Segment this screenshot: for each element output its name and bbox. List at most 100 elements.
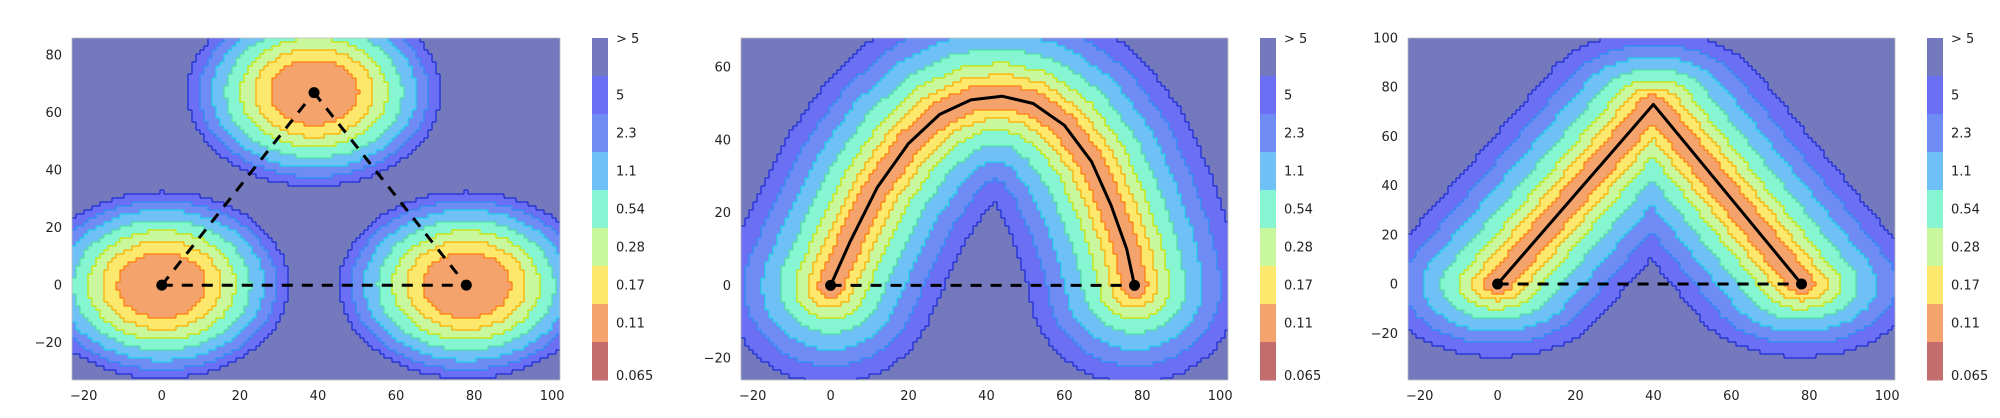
contour-cell (1077, 182, 1090, 187)
contour-cell (352, 282, 365, 287)
contour-cell (1089, 82, 1118, 87)
contour-cell (1221, 206, 1228, 211)
contour-cell (1085, 234, 1098, 239)
contour-cell (841, 94, 862, 99)
contour-cell (288, 294, 341, 299)
contour-cell (260, 258, 273, 263)
contour-cell (256, 330, 273, 335)
contour-cell (1209, 170, 1228, 175)
contour-cell (1193, 234, 1214, 239)
contour-cell (208, 62, 221, 67)
contour-cell (72, 198, 113, 203)
contour-cell (1177, 182, 1194, 187)
contour-cell (192, 62, 209, 67)
contour-cell (905, 186, 922, 191)
contour-cell (120, 226, 205, 231)
contour-cell (392, 138, 409, 143)
contour-cell (92, 270, 105, 275)
contour-cell (216, 70, 233, 75)
contour-cell (516, 230, 541, 235)
contour-cell (480, 314, 509, 319)
contour-cell (376, 138, 393, 143)
contour-cell (1141, 150, 1162, 155)
contour-cell (124, 318, 197, 323)
contour-cell (548, 342, 560, 347)
contour-cell (556, 318, 560, 323)
contour-cell (352, 286, 365, 291)
contour-cell (428, 342, 505, 347)
contour-cell (885, 118, 902, 123)
contour-cell (116, 326, 149, 331)
contour-cell (1193, 230, 1210, 235)
contour-cell (929, 46, 1066, 51)
contour-cell (356, 82, 373, 87)
contour-cell (180, 254, 209, 259)
contour-cell (821, 182, 842, 187)
contour-cell (829, 78, 854, 83)
contour-cell (228, 78, 245, 83)
contour-cell (352, 150, 377, 155)
contour-cell (72, 246, 89, 251)
contour-cell (1209, 230, 1228, 235)
contour-cell (440, 78, 560, 83)
contour-cell (120, 362, 205, 367)
contour-cell (1129, 162, 1150, 167)
contour-cell (1061, 158, 1074, 163)
contour-cell (969, 234, 1014, 239)
contour-cell (368, 298, 381, 303)
contour-cell (440, 334, 493, 339)
contour-cell (412, 134, 429, 139)
contour-cell (981, 214, 1002, 219)
contour-cell (268, 146, 361, 151)
contour-cell (741, 186, 762, 191)
contour-cell (212, 102, 229, 107)
contour-cell (380, 274, 393, 279)
contour-cell (428, 330, 505, 335)
contour-cell (769, 170, 790, 175)
contour-cell (556, 290, 560, 295)
contour-cell (949, 122, 974, 127)
contour-cell (368, 326, 385, 331)
contour-cell (236, 278, 249, 283)
contour-cell (276, 270, 289, 275)
contour-cell (917, 166, 934, 171)
contour-cell (1093, 42, 1126, 47)
contour-cell (833, 194, 850, 199)
contour-cell (540, 286, 557, 291)
contour-cell (909, 94, 930, 99)
contour-cell (280, 162, 349, 167)
contour-cell (128, 262, 197, 267)
x-tick-label: 40 (310, 389, 327, 404)
contour-cell (368, 226, 381, 231)
contour-cell (1129, 190, 1146, 195)
contour-cell (216, 266, 233, 271)
contour-cell (280, 138, 349, 143)
contour-cell (408, 274, 425, 279)
contour-cell (1089, 214, 1102, 219)
contour-cell (140, 346, 185, 351)
contour-cell (356, 122, 373, 127)
contour-cell (384, 106, 401, 111)
contour-cell (841, 206, 854, 211)
contour-cell (400, 258, 417, 263)
contour-cell (240, 210, 389, 215)
contour-cell (348, 138, 377, 143)
contour-cell (432, 54, 560, 59)
contour-cell (192, 114, 205, 119)
contour-cell (428, 78, 441, 83)
contour-cell (1129, 154, 1146, 159)
contour-cell (352, 106, 369, 111)
contour-cell (208, 142, 225, 147)
contour-cell (400, 214, 429, 219)
contour-cell (404, 254, 421, 259)
contour-cell (100, 310, 117, 315)
contour-cell (400, 362, 425, 367)
contour-cell (1089, 134, 1102, 139)
contour-cell (392, 358, 413, 363)
contour-cell (1081, 126, 1094, 131)
plot-frame (71, 37, 561, 381)
contour-cell (76, 322, 93, 327)
contour-cell (236, 62, 253, 67)
contour-cell (893, 110, 910, 115)
contour-cell (76, 242, 93, 247)
